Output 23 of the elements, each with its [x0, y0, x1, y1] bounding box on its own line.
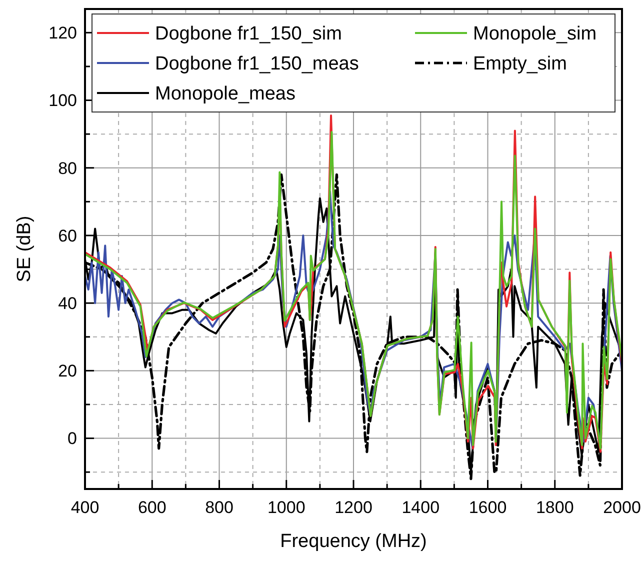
legend-label: Dogbone fr1_150_sim — [155, 24, 342, 45]
y-tick-label: 20 — [58, 362, 77, 381]
x-tick-label: 1600 — [468, 498, 507, 517]
legend-label: Empty_sim — [473, 54, 567, 75]
y-tick-label: 60 — [58, 226, 77, 246]
legend-label: Dogbone fr1_150_meas — [155, 54, 359, 75]
y-tick-label: 0 — [68, 429, 77, 448]
y-axis-title: SE (dB) — [14, 216, 35, 282]
legend-label: Monopole_meas — [155, 84, 296, 105]
x-tick-label: 1400 — [402, 498, 440, 517]
x-axis-title: Frequency (MHz) — [280, 531, 427, 552]
x-tick-label: 1200 — [334, 498, 372, 517]
x-tick-label: 600 — [138, 498, 166, 517]
y-tick-label: 80 — [58, 158, 77, 178]
x-tick-label: 400 — [70, 498, 100, 517]
y-tick-label: 120 — [48, 24, 77, 43]
y-tick-label: 40 — [58, 294, 77, 314]
y-tick-label: 100 — [48, 91, 77, 110]
x-tick-label: 1800 — [536, 498, 574, 517]
x-tick-label: 800 — [205, 498, 234, 517]
x-tick-label: 1000 — [267, 498, 306, 517]
x-tick-label: 2000 — [603, 498, 641, 517]
legend-label: Monopole_sim — [473, 24, 597, 45]
